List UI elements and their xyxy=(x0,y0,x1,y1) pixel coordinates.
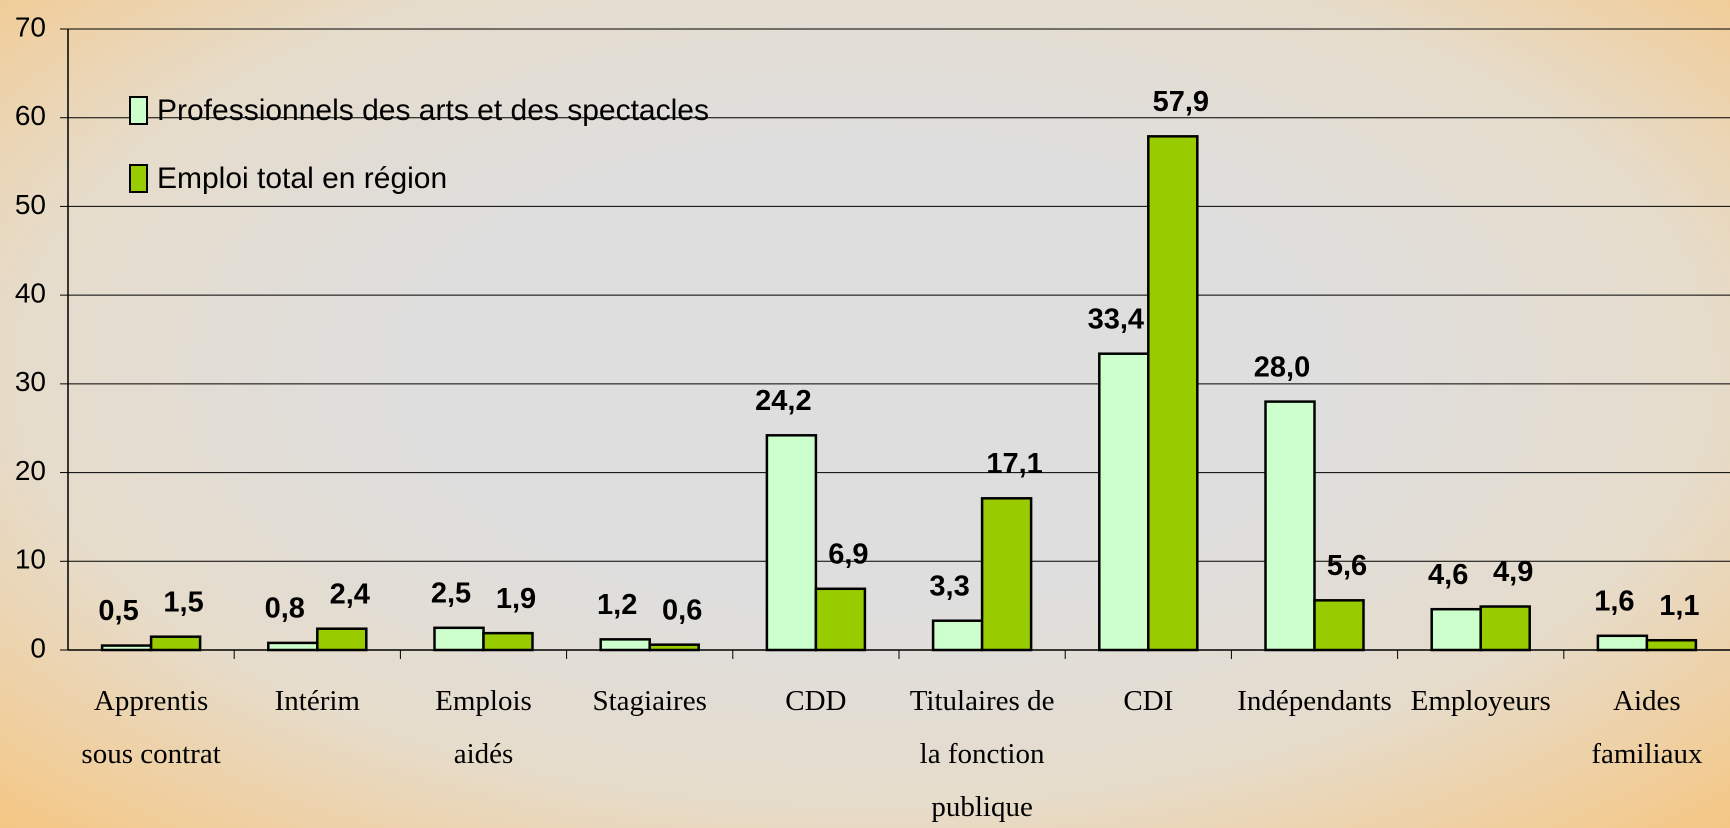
x-tick-label: Employeurs xyxy=(1410,685,1551,717)
bar xyxy=(1430,607,1482,652)
value-label: 28,0 xyxy=(1254,351,1310,383)
value-label: 1,2 xyxy=(597,589,637,621)
x-tick-label: CDD xyxy=(785,685,847,717)
legend-label: Emploi total en région xyxy=(157,162,447,195)
x-tick-label: Titulaires de la fonction publique xyxy=(909,685,1055,823)
value-label: 1,9 xyxy=(496,583,536,615)
bar xyxy=(980,497,1033,652)
y-tick-label: 0 xyxy=(30,632,46,663)
bar xyxy=(1147,135,1199,652)
value-label: 0,6 xyxy=(662,594,702,626)
x-tick-label: CDI xyxy=(1123,685,1174,717)
bar xyxy=(1479,605,1531,652)
y-tick-label: 50 xyxy=(15,189,46,220)
bar xyxy=(1098,352,1150,652)
value-label: 1,6 xyxy=(1594,585,1634,617)
bar xyxy=(1596,634,1649,652)
x-tick-label: Intérim xyxy=(274,685,360,717)
value-label: 1,5 xyxy=(163,586,203,618)
x-tick-label: Stagiaires xyxy=(592,685,707,717)
value-label: 0,8 xyxy=(265,593,305,625)
bar xyxy=(482,631,534,652)
bar xyxy=(316,627,368,652)
x-tick-label: Apprentis sous contrat xyxy=(81,685,221,770)
bar xyxy=(1313,599,1365,652)
bar xyxy=(648,643,700,652)
y-tick-label: 30 xyxy=(15,366,46,397)
bar xyxy=(100,644,153,652)
y-tick-label: 10 xyxy=(15,544,46,575)
bar xyxy=(931,619,984,652)
legend-label: Professionnels des arts et des spectacle… xyxy=(157,94,709,127)
value-label: 6,9 xyxy=(828,538,868,570)
bar xyxy=(1645,638,1698,652)
value-label: 57,9 xyxy=(1153,86,1209,118)
value-label: 2,5 xyxy=(431,577,471,609)
value-label: 33,4 xyxy=(1088,303,1144,335)
y-tick-label: 70 xyxy=(15,11,46,42)
bar xyxy=(814,587,867,652)
y-tick-label: 60 xyxy=(15,100,46,131)
x-tick-label: Emplois aidés xyxy=(435,685,532,770)
y-tick-label: 20 xyxy=(15,455,46,486)
value-label: 0,5 xyxy=(98,595,138,627)
bar xyxy=(433,626,485,652)
legend-swatch xyxy=(129,96,148,125)
bar xyxy=(267,641,319,652)
value-label: 24,2 xyxy=(755,385,811,417)
x-tick-label: Indépendants xyxy=(1237,685,1392,717)
legend-swatch xyxy=(129,164,148,193)
bar xyxy=(1264,400,1316,652)
value-label: 5,6 xyxy=(1327,550,1367,582)
value-label: 4,6 xyxy=(1428,559,1468,591)
bar xyxy=(149,635,202,652)
bar xyxy=(599,638,651,652)
value-label: 3,3 xyxy=(929,570,969,602)
y-tick-label: 40 xyxy=(15,278,46,309)
value-label: 1,1 xyxy=(1659,590,1699,622)
x-tick-label: Aides familiaux xyxy=(1591,685,1703,770)
value-label: 4,9 xyxy=(1493,556,1533,588)
value-label: 2,4 xyxy=(330,578,370,610)
bar xyxy=(765,434,818,652)
value-label: 17,1 xyxy=(986,448,1042,480)
